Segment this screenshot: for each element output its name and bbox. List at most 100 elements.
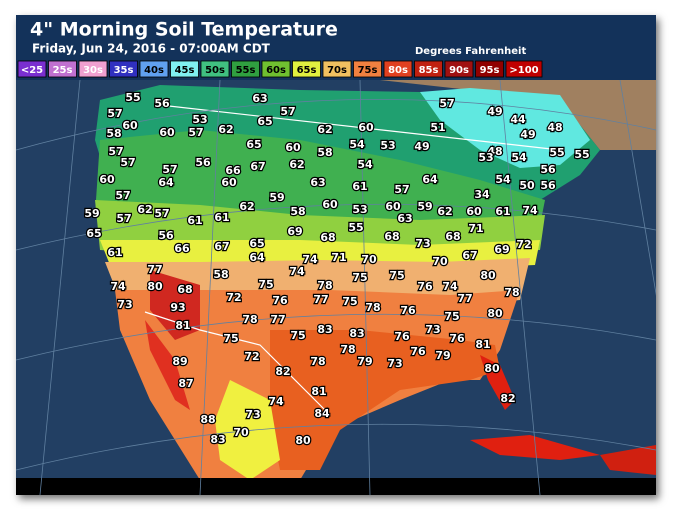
station-value: 57 [115, 189, 130, 202]
station-value: 80 [484, 362, 500, 375]
florida [480, 355, 515, 410]
station-value: 49 [487, 105, 502, 118]
station-value: 60 [466, 205, 482, 218]
legend-swatch [383, 60, 413, 78]
station-value: 57 [108, 145, 123, 158]
station-value: 50 [519, 179, 535, 192]
station-value: 80 [480, 269, 496, 282]
station-value: 78 [340, 343, 355, 356]
station-value: 60 [285, 141, 301, 154]
title: 4" Morning Soil Temperature [30, 19, 338, 41]
station-value: 62 [437, 205, 452, 218]
station-value: 53 [352, 203, 367, 216]
units-label: Degrees Fahrenheit [415, 46, 526, 57]
station-value: 70 [361, 253, 377, 266]
station-value: 59 [269, 191, 284, 204]
legend-label: 80s [388, 65, 408, 76]
station-value: 76 [272, 294, 288, 307]
station-value: 75 [342, 295, 357, 308]
station-value: 75 [290, 329, 305, 342]
station-value: 78 [365, 301, 380, 314]
station-value: 53 [192, 113, 207, 126]
station-value: 74 [302, 253, 318, 266]
station-value: 72 [516, 238, 531, 251]
legend-label: 95s [480, 65, 500, 76]
station-value: 62 [218, 123, 233, 136]
station-value: 73 [425, 323, 440, 336]
station-value: 62 [317, 123, 332, 136]
station-value: 44 [510, 113, 526, 126]
legend-swatch [78, 60, 108, 78]
legend-swatch [48, 60, 77, 78]
station-value: 60 [385, 200, 401, 213]
station-value: 75 [223, 332, 238, 345]
station-value: 83 [210, 433, 225, 446]
station-value: 79 [357, 355, 372, 368]
station-value: 79 [435, 349, 450, 362]
station-value: 76 [394, 330, 410, 343]
station-value: 66 [174, 242, 190, 255]
station-value: 88 [200, 413, 215, 426]
legend-label: 75s [358, 65, 378, 76]
legend-swatch [139, 60, 169, 78]
station-value: 55 [348, 221, 363, 234]
station-value: 72 [226, 291, 241, 304]
station-value: 57 [188, 126, 203, 139]
station-value: 58 [106, 127, 121, 140]
hot-west [150, 270, 200, 340]
legend-label: 65s [297, 65, 317, 76]
station-value: 60 [221, 176, 237, 189]
hispaniola [600, 445, 656, 475]
station-value: 68 [445, 230, 460, 243]
station-value: 76 [417, 280, 433, 293]
station-value: 62 [137, 203, 152, 216]
station-value: 56 [154, 97, 170, 110]
station-value: 75 [444, 310, 459, 323]
station-value: 62 [289, 158, 304, 171]
station-value: 74 [110, 280, 126, 293]
station-value: 56 [195, 156, 211, 169]
station-value: 78 [504, 286, 519, 299]
legend-label: >100 [509, 65, 538, 76]
station-value: 48 [487, 145, 502, 158]
station-value: 53 [380, 139, 395, 152]
station-value: 60 [99, 173, 115, 186]
station-value: 76 [449, 332, 465, 345]
station-value: 82 [500, 392, 515, 405]
station-value: 57 [107, 107, 122, 120]
zone-mex-yellow [215, 380, 280, 480]
station-value: 80 [295, 434, 311, 447]
station-value: 54 [349, 138, 365, 151]
station-value: 78 [317, 279, 332, 292]
station-value: 65 [86, 227, 101, 240]
station-value: 64 [249, 251, 265, 264]
station-value: 74 [289, 265, 305, 278]
station-value: 58 [317, 146, 332, 159]
land-nodata [380, 80, 656, 150]
station-value: 67 [462, 249, 477, 262]
baja [145, 320, 190, 410]
subtitle: Friday, Jun 24, 2016 - 07:00AM CDT [32, 42, 271, 56]
station-value: 57 [439, 97, 454, 110]
legend-label: 55s [236, 65, 256, 76]
station-value: 59 [84, 207, 99, 220]
legend-swatch [444, 60, 474, 78]
station-value: 82 [275, 365, 290, 378]
legend-swatch [231, 60, 260, 78]
station-value: 67 [250, 160, 265, 173]
station-value: 57 [280, 105, 295, 118]
station-value: 73 [117, 298, 132, 311]
station-value: 63 [310, 176, 325, 189]
graticule [16, 80, 656, 495]
station-value: 57 [116, 212, 131, 225]
legend-swatch [170, 60, 199, 78]
legend-label: 85s [419, 65, 439, 76]
legend-label: 70s [327, 65, 347, 76]
station-value: 56 [158, 229, 174, 242]
station-value: 57 [162, 163, 177, 176]
station-value: 48 [547, 121, 562, 134]
station-value: 68 [177, 283, 192, 296]
